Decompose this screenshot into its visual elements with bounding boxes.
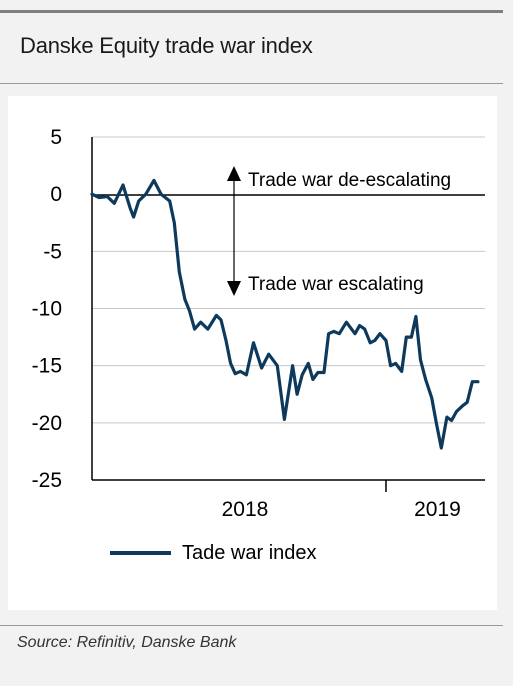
page-title: Danske Equity trade war index — [20, 33, 313, 58]
gridlines — [92, 136, 485, 424]
top-rule — [0, 10, 503, 13]
arrow-down-icon — [227, 281, 241, 296]
series-line-trade-war-index — [90, 178, 480, 450]
x-tick-label: 2019 — [414, 498, 461, 521]
y-tick-label: 5 — [50, 126, 62, 149]
annotation-de-escalating: Trade war de-escalating — [248, 170, 451, 191]
y-tick-label: -20 — [32, 412, 62, 435]
legend-label: Tade war index — [182, 542, 317, 564]
y-tick-labels: 5 0 -5 -10 -15 -20 -25 — [32, 126, 62, 492]
arrow-up-icon — [227, 166, 241, 181]
title-divider — [0, 83, 503, 84]
annotation-arrow: Trade war de-escalating Trade war escala… — [227, 166, 451, 296]
y-tick-label: 0 — [50, 183, 62, 206]
y-tick-label: -25 — [32, 469, 62, 492]
legend: Tade war index — [110, 542, 317, 564]
x-tick-labels: 2018 2019 — [222, 498, 461, 521]
annotation-escalating: Trade war escalating — [248, 274, 424, 295]
y-tick-label: -10 — [32, 298, 62, 321]
y-tick-label: -5 — [43, 240, 62, 263]
x-tick-label: 2018 — [222, 498, 269, 521]
source-note: Source: Refinitiv, Danske Bank — [17, 634, 237, 651]
source-divider — [0, 625, 503, 626]
y-tick-label: -15 — [32, 355, 62, 378]
